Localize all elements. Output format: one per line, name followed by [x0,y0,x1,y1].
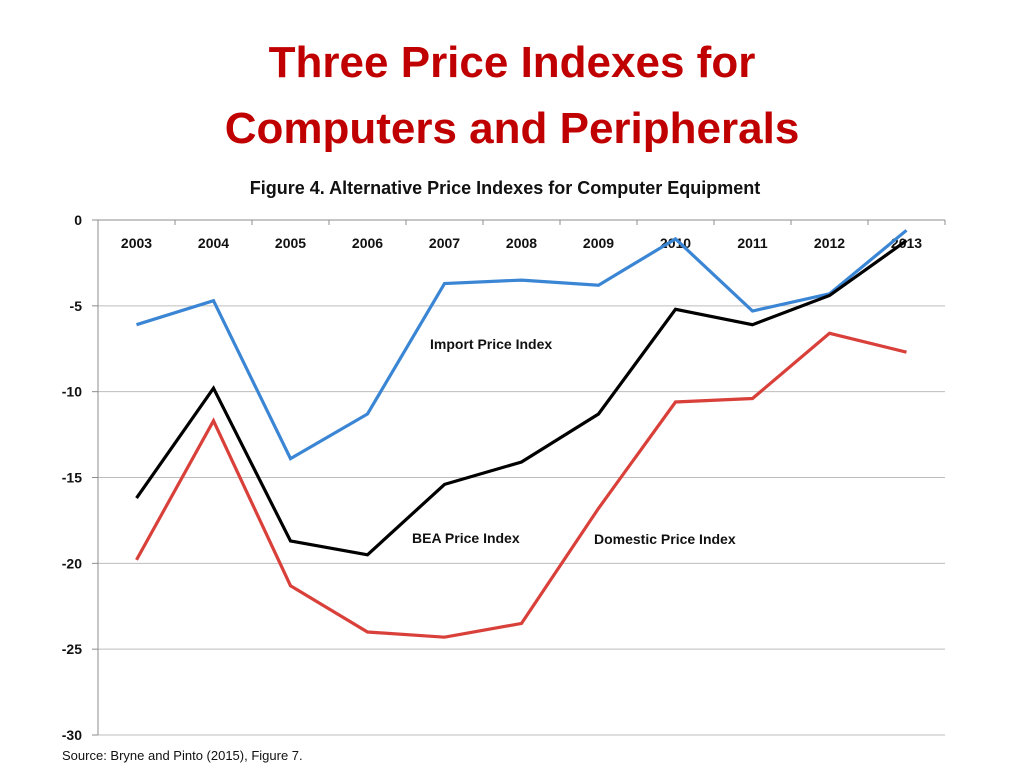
x-tick-label: 2011 [737,235,768,251]
x-tick-label: 2005 [275,235,306,251]
y-tick-label: -20 [62,555,82,571]
import-price-index-line [136,229,908,461]
import-price-index-label: Import Price Index [430,336,552,352]
y-tick-label: -10 [62,384,82,400]
y-tick-label: -15 [62,470,82,486]
x-tick-label: 2009 [583,235,614,251]
x-tick-label: 2008 [506,235,537,251]
domestic-price-index-label: Domestic Price Index [594,531,736,547]
y-tick-label: -25 [62,641,82,657]
x-tick-label: 2007 [429,235,460,251]
y-tick-label: -5 [70,298,83,314]
slide-title: Three Price Indexes for Computers and Pe… [0,30,1024,162]
x-tick-label: 2004 [198,235,229,251]
y-tick-label: 0 [74,212,82,228]
x-tick-label: 2006 [352,235,383,251]
bea-price-index-line [135,239,908,557]
domestic-price-index-line [135,331,907,639]
x-tick-label: 2012 [814,235,845,251]
y-tick-label: -30 [62,727,82,743]
source-note: Source: Bryne and Pinto (2015), Figure 7… [62,748,303,763]
bea-price-index-label: BEA Price Index [412,530,520,546]
chart-title: Figure 4. Alternative Price Indexes for … [249,178,761,198]
slide-title-line-1: Three Price Indexes for [268,38,756,87]
slide-title-line-2: Computers and Peripherals [224,104,800,153]
x-tick-label: 2003 [121,235,152,251]
